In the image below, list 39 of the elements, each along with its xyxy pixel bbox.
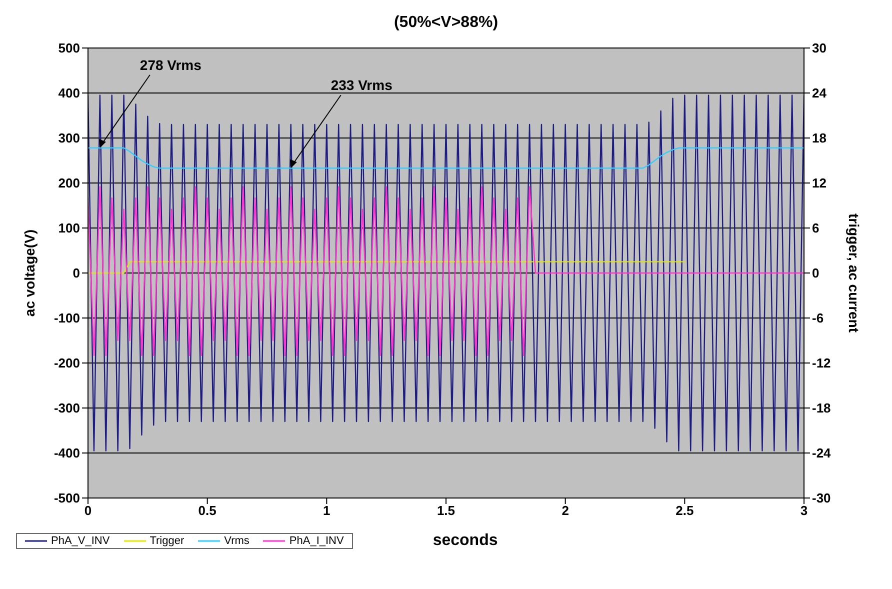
y-tick-label: 200	[58, 176, 80, 191]
legend-label: Trigger	[150, 535, 184, 547]
y-tick-label: 100	[58, 220, 80, 236]
y-tick-label: 400	[58, 86, 80, 101]
y-tick-label: -100	[54, 310, 80, 326]
y2-tick-label: -24	[812, 446, 832, 461]
y-tick-label: 500	[58, 40, 80, 56]
annotation: 278 Vrms	[140, 56, 202, 73]
chart-title: (50%<V>88%)	[392, 14, 500, 32]
y2-tick-label: 30	[812, 40, 826, 56]
y2-tick-label: -6	[812, 310, 824, 326]
legend-label: PhA_V_INV	[51, 535, 110, 547]
legend-label: Vrms	[224, 535, 250, 547]
y2-tick-label: -30	[812, 490, 831, 506]
annotation: 233 Vrms	[330, 77, 393, 94]
x-tick-label: 3	[800, 503, 808, 518]
y-tick-label: 300	[58, 130, 80, 146]
y2-tick-label: 0	[812, 266, 820, 281]
y2-tick-label: -18	[812, 400, 831, 416]
x-tick-label: 2	[562, 503, 569, 518]
y-tick-label: -200	[54, 356, 80, 371]
x-axis-title: seconds	[432, 532, 498, 550]
legend-label: PhA_I_INV	[289, 535, 344, 547]
x-tick-label: 0.5	[198, 503, 216, 518]
y2-tick-label: 6	[812, 220, 820, 236]
y2-tick-label: 18	[812, 130, 826, 146]
y2-axis-title: trigger, ac current	[846, 213, 862, 333]
y2-tick-label: 24	[812, 86, 828, 101]
y2-tick-label: 12	[812, 176, 826, 191]
x-tick-label: 0	[84, 503, 92, 518]
y-tick-label: -300	[54, 400, 80, 416]
y2-tick-label: -12	[812, 356, 831, 371]
x-tick-label: 2.5	[676, 503, 694, 518]
x-tick-label: 1	[323, 503, 330, 518]
y-tick-label: -400	[54, 446, 80, 461]
y-tick-label: -500	[54, 490, 80, 506]
y-axis-title: ac voltage(V)	[21, 229, 38, 317]
x-tick-label: 1.5	[436, 503, 456, 518]
y-tick-label: 0	[72, 266, 80, 281]
